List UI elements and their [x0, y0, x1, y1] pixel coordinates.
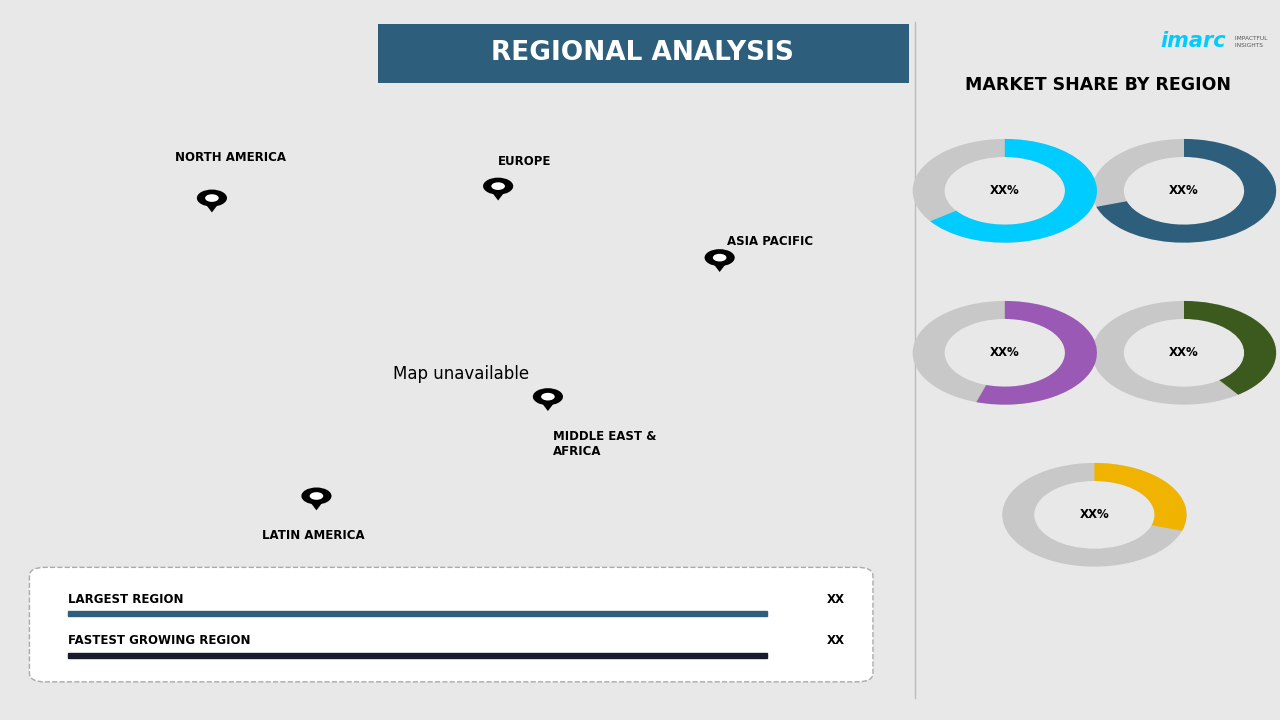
Wedge shape — [1094, 463, 1187, 531]
Circle shape — [541, 393, 554, 400]
PathPatch shape — [488, 186, 509, 200]
Text: XX: XX — [827, 593, 845, 606]
FancyBboxPatch shape — [378, 24, 909, 83]
Text: XX%: XX% — [989, 184, 1020, 197]
Wedge shape — [913, 301, 1097, 405]
Circle shape — [197, 189, 227, 207]
PathPatch shape — [538, 397, 559, 411]
Text: Map unavailable: Map unavailable — [393, 365, 529, 383]
Wedge shape — [913, 139, 1097, 243]
Circle shape — [310, 492, 324, 500]
Text: XX%: XX% — [1079, 508, 1110, 521]
Wedge shape — [977, 301, 1097, 405]
FancyBboxPatch shape — [29, 567, 873, 682]
Circle shape — [492, 182, 504, 190]
Text: FASTEST GROWING REGION: FASTEST GROWING REGION — [68, 634, 251, 647]
Circle shape — [704, 249, 735, 266]
Circle shape — [483, 178, 513, 194]
Wedge shape — [1092, 139, 1276, 243]
Text: ASIA PACIFIC: ASIA PACIFIC — [727, 235, 813, 248]
Circle shape — [713, 254, 727, 261]
Text: LARGEST REGION: LARGEST REGION — [68, 593, 183, 606]
Circle shape — [301, 487, 332, 505]
Text: XX%: XX% — [1169, 184, 1199, 197]
Text: MIDDLE EAST &
AFRICA: MIDDLE EAST & AFRICA — [553, 430, 657, 458]
Wedge shape — [1184, 301, 1276, 395]
PathPatch shape — [709, 258, 731, 272]
Text: XX%: XX% — [1169, 346, 1199, 359]
PathPatch shape — [306, 496, 328, 510]
Wedge shape — [1097, 139, 1276, 243]
Text: EUROPE: EUROPE — [498, 156, 552, 168]
Wedge shape — [931, 139, 1097, 243]
Text: imarc: imarc — [1161, 31, 1226, 51]
Text: XX%: XX% — [989, 346, 1020, 359]
Wedge shape — [1002, 463, 1187, 567]
Circle shape — [532, 388, 563, 405]
Text: NORTH AMERICA: NORTH AMERICA — [174, 151, 285, 164]
Bar — [68, 653, 767, 658]
Text: IMPACTFUL
 INSIGHTS: IMPACTFUL INSIGHTS — [1233, 36, 1267, 48]
Text: MARKET SHARE BY REGION: MARKET SHARE BY REGION — [965, 76, 1230, 94]
Text: REGIONAL ANALYSIS: REGIONAL ANALYSIS — [492, 40, 794, 66]
Bar — [68, 611, 767, 616]
Wedge shape — [1092, 301, 1276, 405]
Circle shape — [205, 194, 219, 202]
PathPatch shape — [201, 198, 223, 212]
Text: LATIN AMERICA: LATIN AMERICA — [261, 528, 365, 541]
Text: XX: XX — [827, 634, 845, 647]
